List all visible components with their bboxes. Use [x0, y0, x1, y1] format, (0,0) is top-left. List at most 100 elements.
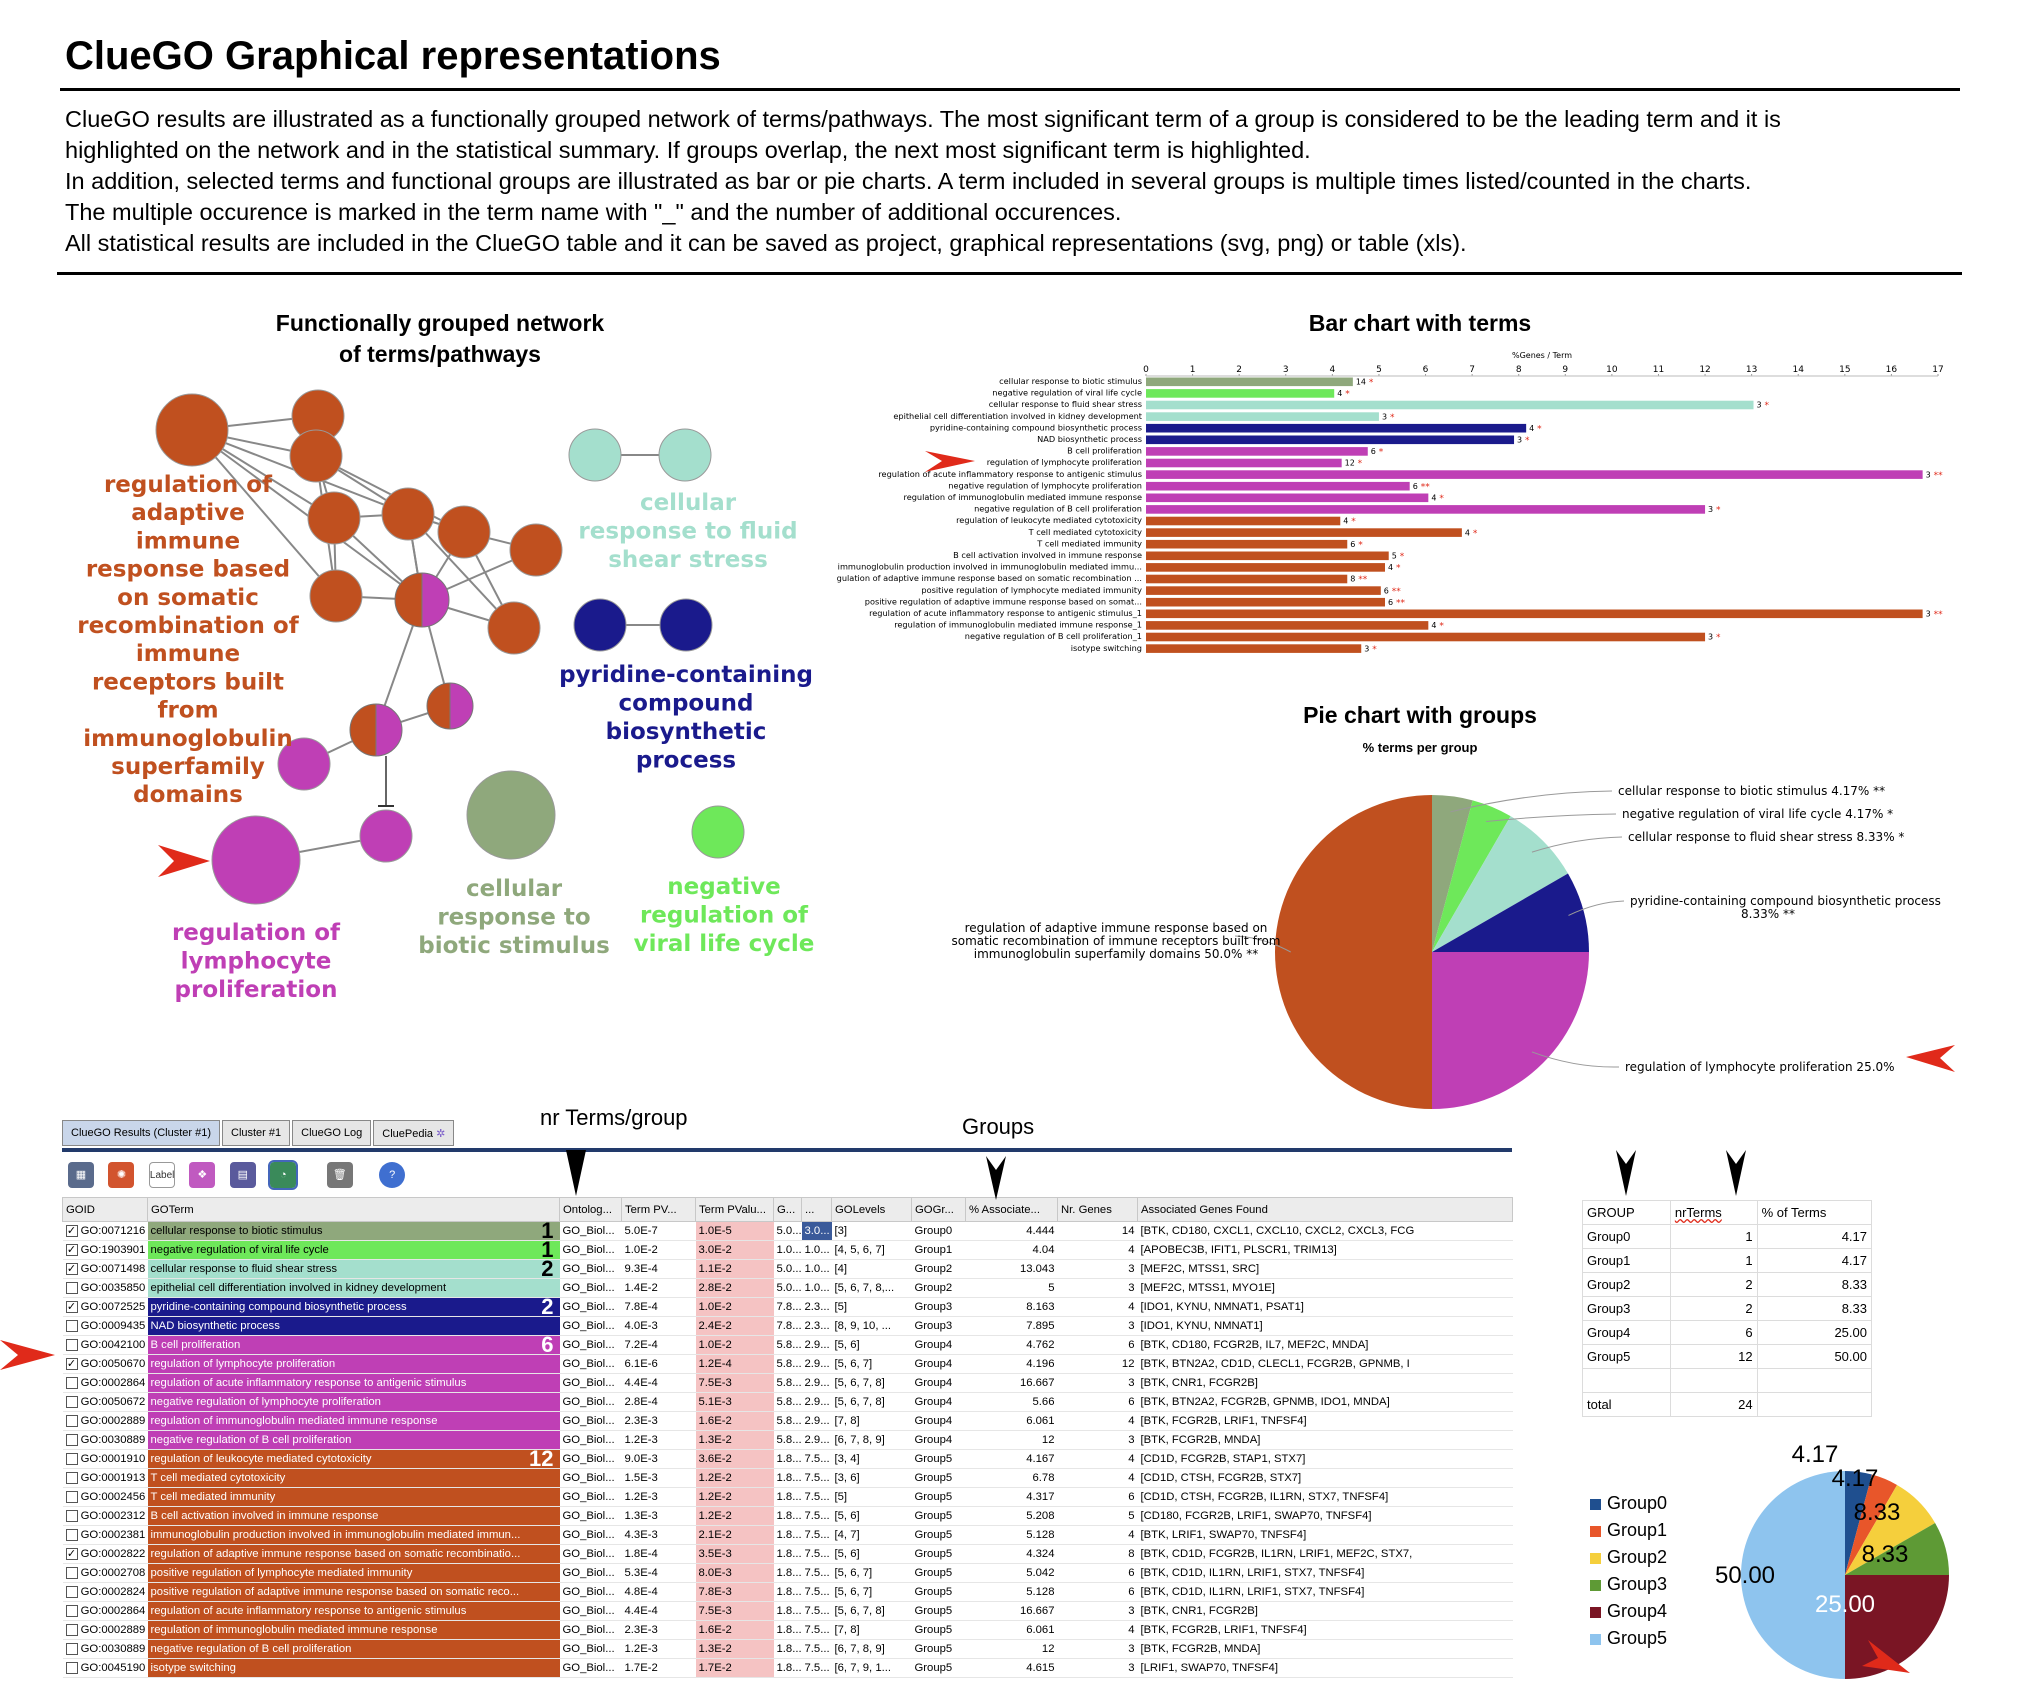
mini-pie-slice[interactable] — [1741, 1471, 1845, 1679]
network-node[interactable] — [349, 703, 403, 757]
pie-slice[interactable] — [1432, 952, 1589, 1109]
table-row[interactable]: GO:0002824 positive regulation of adaptiv… — [62, 1582, 1513, 1602]
row-checkbox[interactable] — [65, 1453, 78, 1466]
mini-pie-slice[interactable] — [1845, 1523, 1949, 1575]
row-checkbox[interactable] — [65, 1415, 78, 1428]
row-checkbox[interactable] — [65, 1434, 78, 1447]
row-checkbox[interactable] — [65, 1624, 78, 1637]
bar[interactable] — [1146, 597, 1385, 607]
bar[interactable] — [1146, 470, 1923, 479]
column-header[interactable]: GOTerm — [147, 1197, 560, 1222]
row-checkbox[interactable] — [65, 1567, 78, 1580]
table-row[interactable]: GO:0001910 regulation of leukocyte mediat… — [62, 1449, 1513, 1469]
pie-slice[interactable] — [1432, 800, 1511, 952]
row-checkbox[interactable]: ✓ — [65, 1358, 78, 1371]
grid-view-icon[interactable]: ▦ — [68, 1162, 94, 1188]
table-row[interactable]: GO:0002864 regulation of acute inflammato… — [62, 1373, 1513, 1393]
tab-cluster[interactable]: Cluster #1 — [222, 1120, 291, 1146]
row-checkbox[interactable] — [65, 1605, 78, 1618]
network-node[interactable] — [277, 737, 331, 791]
bar[interactable] — [1146, 447, 1368, 456]
bar[interactable] — [1146, 400, 1754, 410]
column-header[interactable]: Term PV... — [621, 1197, 696, 1222]
bar[interactable] — [1146, 505, 1706, 514]
column-header[interactable]: Term PValu... — [695, 1197, 774, 1222]
table-row[interactable]: GO:0002456 T cell mediated immunity GO_Bio… — [62, 1487, 1513, 1507]
row-checkbox[interactable]: ✓ — [65, 1244, 78, 1257]
network-node[interactable] — [691, 805, 745, 859]
table-row[interactable]: GO:0002381 immunoglobulin production invo… — [62, 1525, 1513, 1545]
tab-cluepedia[interactable]: CluePedia ✲ — [373, 1120, 455, 1146]
bar[interactable] — [1146, 516, 1341, 526]
column-header[interactable]: Associated Genes Found — [1137, 1197, 1513, 1222]
color-network-icon[interactable]: ✺ — [108, 1162, 135, 1188]
column-header[interactable]: G... — [773, 1197, 802, 1222]
network-node[interactable] — [466, 770, 556, 860]
network-node[interactable] — [658, 428, 712, 482]
network-node[interactable] — [289, 429, 343, 483]
help-icon[interactable]: ? — [379, 1162, 406, 1188]
table-row[interactable]: GO:0001913 T cell mediated cytotoxicity GO… — [62, 1468, 1513, 1488]
bar[interactable] — [1146, 481, 1410, 491]
row-checkbox[interactable] — [65, 1396, 78, 1409]
network-node[interactable] — [568, 428, 622, 482]
pie-slice[interactable] — [1432, 816, 1568, 952]
bar[interactable] — [1146, 551, 1389, 561]
row-checkbox[interactable]: ✓ — [65, 1225, 78, 1238]
table-row[interactable]: ✓ GO:0050670 regulation of lymphocyte pro… — [62, 1354, 1513, 1374]
table-row[interactable]: ✓ GO:0072525 pyridine-containing compound… — [62, 1297, 1513, 1317]
network-node[interactable] — [394, 572, 450, 628]
row-checkbox[interactable] — [65, 1529, 78, 1542]
bar[interactable] — [1146, 458, 1342, 468]
network-node[interactable] — [437, 505, 491, 559]
tab-cluego-log[interactable]: ClueGO Log — [292, 1120, 372, 1146]
bar[interactable] — [1146, 412, 1379, 421]
row-checkbox[interactable]: ✓ — [65, 1263, 78, 1276]
network-node[interactable] — [487, 601, 541, 655]
mini-pie-slice[interactable] — [1845, 1474, 1898, 1575]
group-icon[interactable]: ❖ — [189, 1162, 216, 1188]
table-row[interactable]: ✓ GO:0002822 regulation of adaptive immun… — [62, 1544, 1513, 1564]
row-checkbox[interactable] — [65, 1320, 78, 1333]
network-node[interactable] — [359, 809, 413, 863]
delete-icon[interactable]: 🗑 — [326, 1162, 353, 1188]
bar[interactable] — [1146, 423, 1527, 433]
table-row[interactable]: GO:0009435 NAD biosynthetic process GO_Bio… — [62, 1316, 1513, 1336]
bar[interactable] — [1146, 644, 1362, 653]
table-row[interactable]: ✓ GO:0071216 cellular response to biotic … — [62, 1221, 1513, 1241]
row-checkbox[interactable] — [65, 1643, 78, 1656]
table-row[interactable]: GO:0002889 regulation of immunoglobulin m… — [62, 1620, 1513, 1640]
row-checkbox[interactable] — [65, 1491, 78, 1504]
table-row[interactable]: GO:0002708 positive regulation of lymphoc… — [62, 1563, 1513, 1583]
table-row[interactable]: GO:0002889 regulation of immunoglobulin m… — [62, 1411, 1513, 1431]
row-checkbox[interactable] — [65, 1377, 78, 1390]
table-row[interactable]: GO:0002864 regulation of acute inflammato… — [62, 1601, 1513, 1621]
column-header[interactable]: ... — [801, 1197, 832, 1222]
bar[interactable] — [1146, 528, 1462, 537]
bar[interactable] — [1146, 435, 1515, 445]
network-node[interactable] — [155, 393, 229, 467]
bar[interactable] — [1146, 539, 1348, 549]
bar[interactable] — [1146, 574, 1348, 584]
table-row[interactable]: GO:0030889 negative regulation of B cell … — [62, 1639, 1513, 1659]
bar[interactable] — [1146, 493, 1429, 503]
table-row[interactable]: GO:0045190 isotype switching GO_Biol... 1.7… — [62, 1658, 1513, 1678]
mini-pie-slice[interactable] — [1845, 1484, 1936, 1575]
column-header[interactable]: Ontolog... — [559, 1197, 622, 1222]
row-checkbox[interactable] — [65, 1662, 78, 1675]
mini-pie-slice[interactable] — [1845, 1471, 1872, 1575]
row-checkbox[interactable]: ✓ — [65, 1548, 78, 1561]
table-row[interactable]: GO:0035850 epithelial cell differentiatio… — [62, 1278, 1513, 1298]
network-node[interactable] — [573, 598, 627, 652]
table-row[interactable]: GO:0050672 negative regulation of lymphoc… — [62, 1392, 1513, 1412]
table-row[interactable]: ✓ GO:1903901 negative regulation of viral… — [62, 1240, 1513, 1260]
bar[interactable] — [1146, 632, 1706, 642]
column-header[interactable]: GOLevels — [831, 1197, 912, 1222]
column-header[interactable]: Nr. Genes — [1057, 1197, 1138, 1222]
network-node[interactable] — [381, 487, 435, 541]
row-checkbox[interactable] — [65, 1282, 78, 1295]
column-header[interactable]: GOGr... — [911, 1197, 966, 1222]
bar[interactable] — [1146, 621, 1429, 630]
row-checkbox[interactable] — [65, 1472, 78, 1485]
table-row[interactable]: GO:0042100 B cell proliferation 6 GO_Biol..… — [62, 1335, 1513, 1355]
